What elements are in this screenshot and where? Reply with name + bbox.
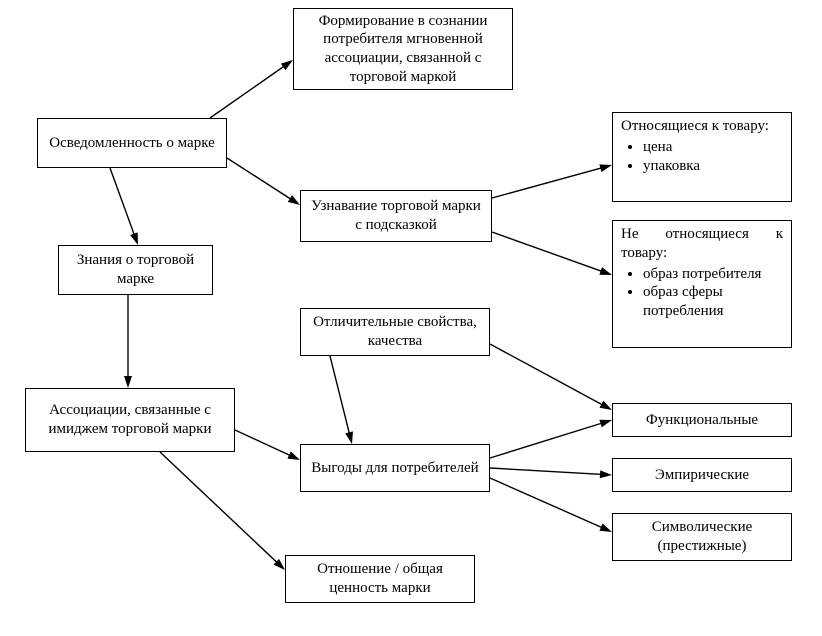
bullet-item: образ потребителя xyxy=(643,265,783,284)
node-text: Функциональные xyxy=(646,411,758,430)
node-text: Осведомленность о марке xyxy=(49,134,215,153)
node-awareness: Осведомленность о марке xyxy=(37,118,227,168)
node-symbolic: Символические (престижные) xyxy=(612,513,792,561)
node-distinctive-properties: Отличительные свойства, качества xyxy=(300,308,490,356)
node-recognition: Узнавание торговой марки с подсказкой xyxy=(300,190,492,242)
diagram-canvas: Формирование в сознании потребителя мгно… xyxy=(0,0,822,636)
node-text: Отношение / общая ценность марки xyxy=(294,560,466,598)
node-text: Ассоциации, связанные с имиджем торговой… xyxy=(34,401,226,439)
node-text: Узнавание торговой марки с подсказкой xyxy=(309,197,483,235)
node-attitude-value: Отношение / общая ценность марки xyxy=(285,555,475,603)
bullet-item: цена xyxy=(643,138,783,157)
node-related-to-product: Относящиеся к товару: цена упаковка xyxy=(612,112,792,202)
node-text: Отличительные свойства, качества xyxy=(309,313,481,351)
node-formation: Формирование в сознании потребителя мгно… xyxy=(293,8,513,90)
node-benefits: Выгоды для потребителей xyxy=(300,444,490,492)
node-title: Относящиеся к товару: xyxy=(621,117,783,136)
node-functional: Функциональные xyxy=(612,403,792,437)
node-text: Формирование в сознании потребителя мгно… xyxy=(302,12,504,87)
bullet-item: упаковка xyxy=(643,157,783,176)
node-text: Символические (престижные) xyxy=(621,518,783,556)
node-knowledge: Знания о торговой марке xyxy=(58,245,213,295)
node-not-related-to-product: Не относящиеся к товару: образ потребите… xyxy=(612,220,792,348)
node-bullets: образ потребителя образ сферы потреблени… xyxy=(621,265,783,321)
node-text: Выгоды для потребителей xyxy=(311,459,478,478)
node-title: Не относящиеся к товару: xyxy=(621,225,783,263)
node-text: Знания о торговой марке xyxy=(67,251,204,289)
node-empirical: Эмпирические xyxy=(612,458,792,492)
node-bullets: цена упаковка xyxy=(621,138,783,176)
node-associations: Ассоциации, связанные с имиджем торговой… xyxy=(25,388,235,452)
node-text: Эмпирические xyxy=(655,466,749,485)
bullet-item: образ сферы потребления xyxy=(643,283,783,321)
